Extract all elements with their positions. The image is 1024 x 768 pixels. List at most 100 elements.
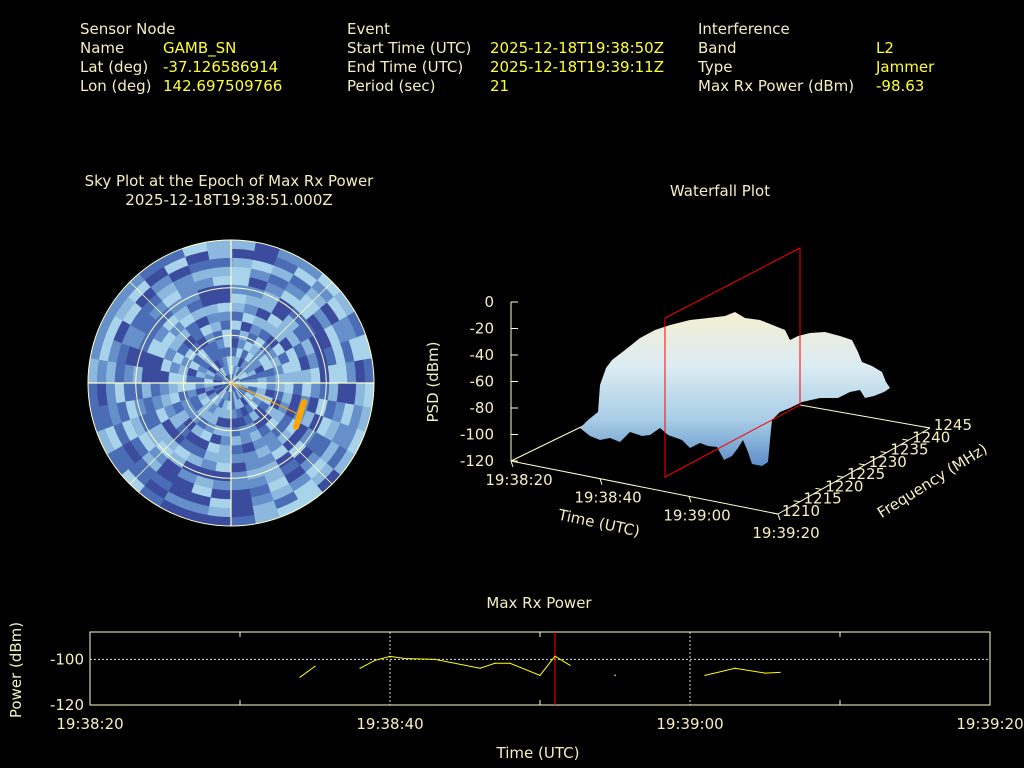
- sky-cell: [289, 274, 313, 295]
- sky-cell: [310, 367, 321, 384]
- sky-cell: [168, 391, 181, 405]
- series-segment: [299, 665, 316, 678]
- sky-cell: [137, 312, 157, 334]
- sky-cell: [195, 315, 211, 329]
- sky-cell: [215, 387, 225, 395]
- sky-cell: [327, 383, 339, 403]
- sky-cell: [336, 362, 348, 385]
- time-tick: [688, 496, 692, 503]
- sky-cell: [240, 320, 254, 333]
- sky-cell: [298, 355, 311, 372]
- sky-cell: [294, 300, 315, 321]
- sky-cell: [153, 324, 170, 343]
- sky-cell: [306, 352, 320, 370]
- sky-cell: [155, 464, 178, 485]
- event-title: Event: [347, 20, 390, 38]
- sky-cell: [346, 428, 366, 456]
- sky-cell: [231, 328, 241, 340]
- sky-cell: [156, 281, 179, 301]
- sky-cell: [224, 346, 232, 357]
- sky-cell: [238, 373, 249, 380]
- sky-cell: [306, 313, 325, 335]
- track-segment: [293, 399, 307, 430]
- sky-cell: [250, 492, 274, 507]
- sky-cell: [188, 360, 201, 371]
- sky-cell: [283, 372, 295, 384]
- line-chart-title: Max Rx Power: [486, 594, 592, 612]
- sky-cell: [319, 441, 340, 465]
- sky-cell: [292, 325, 310, 344]
- sky-cell: [237, 387, 247, 395]
- sky-cell: [244, 351, 255, 363]
- sky-cell: [230, 462, 247, 473]
- sky-cell: [299, 451, 321, 474]
- sky-cell: [283, 465, 306, 485]
- sky-cell: [195, 370, 206, 379]
- sky-cell: [194, 382, 205, 390]
- sky-cell: [184, 320, 201, 336]
- sky-cell: [229, 479, 250, 491]
- sky-cell: [258, 298, 277, 314]
- header-sensor-node: Sensor Node Name GAMB_SN Lat (deg) -37.1…: [80, 20, 282, 95]
- sky-cell: [292, 423, 309, 442]
- sky-cell: [178, 437, 196, 454]
- sky-cell: [231, 293, 248, 304]
- sky-cell: [221, 383, 231, 387]
- sky-cell: [159, 247, 187, 267]
- max-rx-power-label: Max Rx Power (dBm): [698, 77, 854, 95]
- sky-cell: [231, 374, 236, 383]
- frequency-tick-label: 1230: [869, 453, 907, 471]
- sky-cell: [231, 337, 240, 348]
- sky-cell: [209, 257, 233, 269]
- lat-value: -37.126586914: [163, 58, 278, 76]
- sky-cell: [340, 340, 355, 364]
- sky-cell: [215, 371, 225, 379]
- time-tick-label: 19:38:40: [574, 489, 641, 507]
- sky-cell: [244, 365, 255, 375]
- sky-cell: [239, 379, 250, 384]
- frequency-tick: [902, 438, 909, 441]
- sky-cell: [227, 391, 231, 402]
- sky-cell: [363, 358, 374, 385]
- sky-cell: [237, 357, 245, 368]
- sky-cell: [226, 400, 231, 411]
- sky-cell: [230, 418, 239, 429]
- sky-cell: [275, 373, 286, 384]
- sky-cell: [114, 361, 126, 383]
- sky-cell: [216, 302, 232, 313]
- sky-cell: [305, 432, 325, 454]
- frequency-tick: [837, 475, 844, 478]
- sky-cell: [316, 469, 341, 494]
- sky-plot-subtitle: 2025-12-18T19:38:51.000Z: [125, 191, 332, 209]
- sky-cell: [150, 273, 174, 294]
- sky-cell: [160, 457, 182, 477]
- sky-cell: [123, 381, 135, 402]
- sky-cell: [221, 399, 228, 410]
- sky-cell: [212, 382, 223, 387]
- sky-cell: [137, 484, 164, 508]
- sky-cell: [292, 478, 318, 501]
- sky-cell: [231, 248, 256, 260]
- sky-cell: [300, 410, 316, 429]
- sky-cell: [141, 292, 163, 315]
- sky-cell: [271, 305, 290, 322]
- sky-cell: [256, 370, 267, 379]
- sky-cell: [96, 358, 108, 383]
- data-point: [569, 664, 571, 666]
- x-tick-label: 19:39:20: [956, 715, 1023, 733]
- sky-cell: [132, 382, 143, 401]
- sky-cell: [244, 458, 262, 472]
- sky-cell: [312, 436, 333, 459]
- sky-cell: [188, 394, 200, 406]
- sky-cell: [154, 406, 170, 424]
- sky-cell: [336, 383, 348, 405]
- sky-cell: [248, 378, 259, 384]
- sky-cell: [229, 515, 256, 526]
- sky-cell: [231, 266, 253, 278]
- sky-cell: [221, 390, 228, 401]
- sky-cell: [206, 312, 221, 325]
- sky-cell: [237, 371, 247, 379]
- sky-cell: [281, 392, 294, 406]
- band-value: L2: [876, 39, 894, 57]
